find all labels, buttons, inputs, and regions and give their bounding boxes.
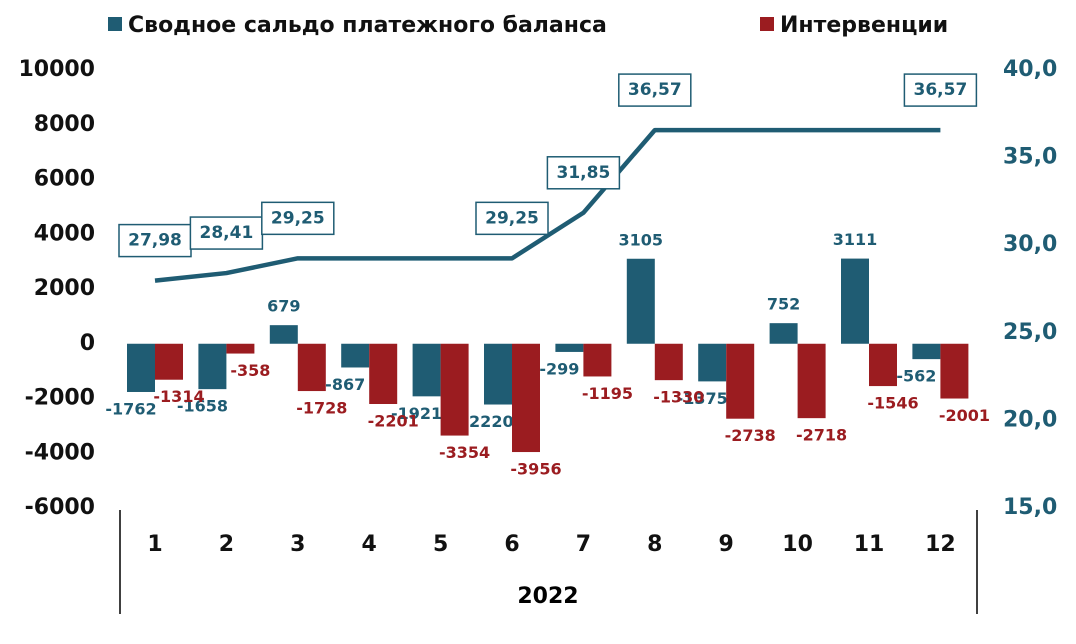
bar xyxy=(869,343,897,387)
x-tick-label: 5 xyxy=(433,532,448,557)
x-tick-label: 3 xyxy=(290,532,305,557)
value-label: -1728 xyxy=(296,399,347,418)
bar xyxy=(940,343,969,399)
y2-tick-label: 35,0 xyxy=(1003,145,1057,170)
value-label: -1762 xyxy=(105,399,156,418)
y-tick-label: 4000 xyxy=(34,221,95,246)
bar xyxy=(769,323,798,344)
value-label: -358 xyxy=(230,361,270,380)
bar xyxy=(198,343,227,390)
value-label: -1375 xyxy=(677,389,728,408)
value-label: -2220 xyxy=(462,412,513,431)
x-tick-label: 12 xyxy=(925,532,956,557)
legend-swatch xyxy=(760,17,774,31)
bar xyxy=(127,343,155,392)
value-label: -1314 xyxy=(153,387,204,406)
bar xyxy=(698,343,727,382)
bar xyxy=(797,343,826,419)
bar xyxy=(555,343,584,352)
y-tick-label: 0 xyxy=(80,331,95,356)
legend-label: Сводное сальдо платежного баланса xyxy=(128,13,607,38)
value-label: -1921 xyxy=(391,404,442,423)
y2-tick-label: 20,0 xyxy=(1003,407,1057,432)
line-value-label: 29,25 xyxy=(271,208,325,228)
legend-swatch xyxy=(108,17,122,31)
label-box xyxy=(189,216,264,250)
bar xyxy=(297,343,326,392)
line-value-label: 36,57 xyxy=(628,80,682,100)
y2-tick-label: 25,0 xyxy=(1003,320,1057,345)
y-tick-label: 2000 xyxy=(34,276,95,301)
bar xyxy=(341,343,370,368)
bar xyxy=(369,343,398,405)
x-tick-label: 8 xyxy=(647,532,662,557)
label-box xyxy=(118,223,192,258)
value-label: -3956 xyxy=(510,460,561,479)
y-tick-label: -2000 xyxy=(25,386,95,411)
bar xyxy=(484,343,512,405)
value-label: -1195 xyxy=(582,384,633,403)
line-value-label: 36,57 xyxy=(914,80,968,100)
value-label: -1658 xyxy=(177,397,228,416)
value-label: 679 xyxy=(267,297,300,316)
bar xyxy=(269,325,298,344)
value-label: -2718 xyxy=(796,426,847,445)
line xyxy=(154,127,941,283)
value-label: -1330 xyxy=(653,388,704,407)
bar xyxy=(726,343,755,419)
value-label: -562 xyxy=(896,367,936,386)
label-box xyxy=(903,73,978,107)
x-tick-label: 11 xyxy=(854,532,885,557)
bar xyxy=(654,343,683,381)
y-tick-label: 8000 xyxy=(34,112,95,137)
line-value-label: 31,85 xyxy=(557,163,611,183)
value-label: 3105 xyxy=(619,230,664,249)
value-label: -299 xyxy=(539,359,579,378)
line-value-label: 28,41 xyxy=(200,223,254,243)
x-tick-label: 7 xyxy=(576,532,591,557)
legend-label: Интервенции xyxy=(780,13,948,38)
x-tick-label: 10 xyxy=(782,532,813,557)
bar xyxy=(626,258,655,344)
value-label: -867 xyxy=(325,375,365,394)
bar xyxy=(412,343,441,397)
label-box xyxy=(546,156,621,190)
x-tick-label: 9 xyxy=(719,532,734,557)
bar xyxy=(841,258,869,344)
bar xyxy=(226,343,255,354)
value-label: 752 xyxy=(767,295,800,314)
y2-tick-label: 40,0 xyxy=(1003,57,1057,82)
bar xyxy=(512,343,540,453)
line-value-label: 27,98 xyxy=(128,231,182,251)
y-tick-label: -4000 xyxy=(25,440,95,465)
y-tick-label: 10000 xyxy=(18,57,95,82)
x-tick-label: 2 xyxy=(219,532,234,557)
value-label: -2738 xyxy=(725,426,776,445)
line-value-label: 29,25 xyxy=(485,208,539,228)
label-box xyxy=(618,73,692,107)
value-label: -3354 xyxy=(439,443,490,462)
x-tick-label: 4 xyxy=(362,532,377,557)
value-label: -2201 xyxy=(368,412,419,431)
y2-tick-label: 15,0 xyxy=(1003,495,1057,520)
value-label: -1546 xyxy=(867,394,918,413)
label-box xyxy=(261,201,335,236)
bar xyxy=(440,343,469,436)
bar xyxy=(912,343,941,360)
value-label: -2001 xyxy=(939,406,990,425)
x-group-label: 2022 xyxy=(517,584,578,609)
bar xyxy=(583,343,612,377)
bar xyxy=(155,343,183,380)
y-tick-label: -6000 xyxy=(25,495,95,520)
label-box xyxy=(475,201,549,236)
x-tick-label: 1 xyxy=(147,532,162,557)
x-tick-label: 6 xyxy=(504,532,519,557)
y2-tick-label: 30,0 xyxy=(1003,232,1057,257)
value-label: 3111 xyxy=(833,230,878,249)
y-tick-label: 6000 xyxy=(34,167,95,192)
